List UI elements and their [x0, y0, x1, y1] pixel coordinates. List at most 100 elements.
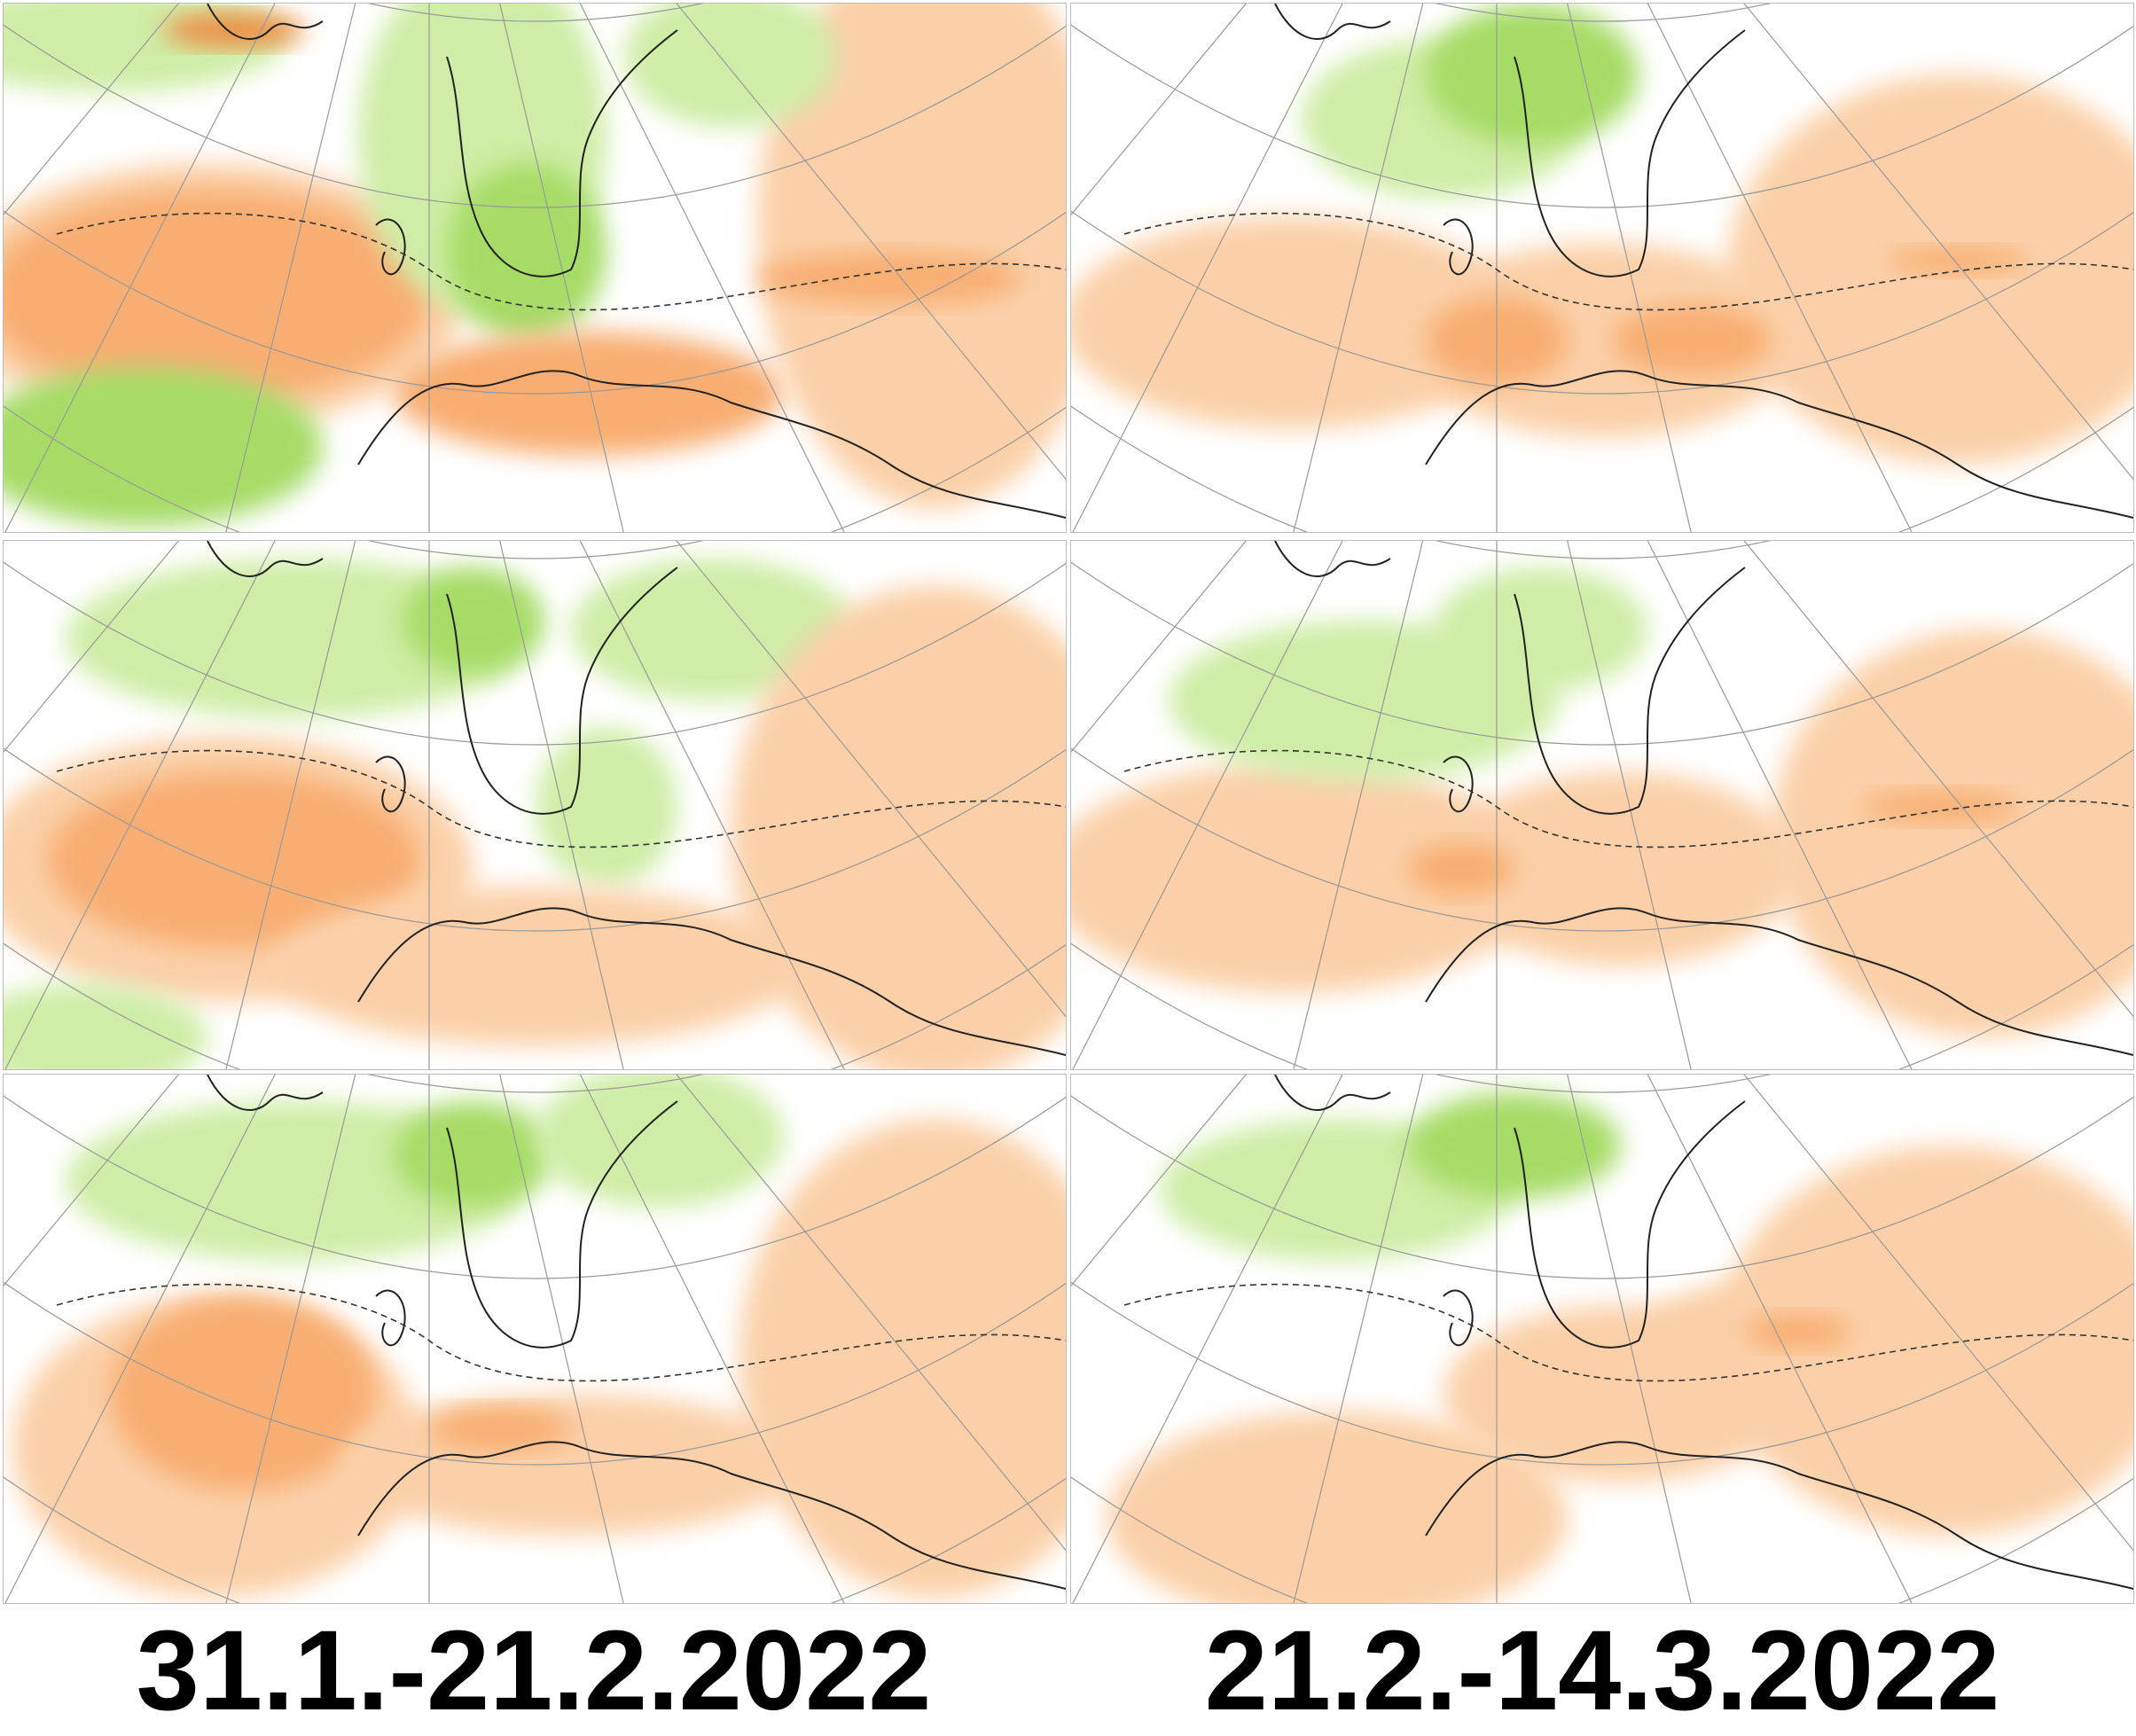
- meridian-line: [4, 541, 180, 753]
- meridian-line: [1567, 1075, 1692, 1603]
- anomaly-area: [394, 1101, 553, 1208]
- meridian-line: [4, 1075, 276, 1603]
- latitude-line: [1435, 541, 1772, 559]
- map-panel: [1070, 3, 2134, 533]
- contour: [1123, 749, 2133, 848]
- meridian-line: [579, 1075, 845, 1603]
- anomaly-area: [4, 190, 429, 403]
- meridian-line: [225, 541, 356, 1069]
- meridian-line: [1072, 1075, 1343, 1603]
- meridian-line: [676, 4, 1066, 481]
- latitude-line: [367, 541, 704, 559]
- coastline: [375, 1289, 406, 1347]
- coastline: [1425, 370, 2133, 519]
- meridian-line: [499, 541, 624, 1069]
- anomaly-area: [1071, 216, 1523, 429]
- latitude-line: [4, 24, 1066, 208]
- coastline: [1514, 567, 1746, 815]
- anomaly-area: [4, 367, 323, 527]
- meridian-line: [4, 1075, 180, 1286]
- anomaly-area: [403, 567, 544, 674]
- contour: [56, 749, 1066, 848]
- anomaly-area: [731, 585, 1066, 1069]
- latitude-line: [1071, 405, 2133, 532]
- latitude-line: [4, 1281, 1066, 1466]
- coastline: [1443, 1289, 1474, 1347]
- coastline: [375, 218, 406, 276]
- meridian-line: [1743, 541, 2133, 1018]
- anomaly-area: [757, 252, 1023, 305]
- anomaly-area: [48, 771, 420, 949]
- contour: [1123, 1283, 2133, 1382]
- latitude-line: [1435, 4, 1772, 22]
- coastline: [446, 567, 678, 815]
- meridian-line: [1567, 541, 1692, 1069]
- meridian-line: [1647, 541, 1913, 1069]
- latitude-line: [4, 1476, 1066, 1603]
- latitude-line: [1071, 1095, 2133, 1279]
- coastline: [357, 1441, 1066, 1590]
- coastline: [357, 370, 1066, 519]
- anomaly-area: [1408, 842, 1514, 895]
- latitude-line: [1071, 24, 2133, 208]
- latitude-line: [1071, 747, 2133, 932]
- anomaly-area: [739, 1119, 1066, 1598]
- latitude-line: [4, 1095, 1066, 1279]
- map-panel: [1070, 540, 2134, 1070]
- anomaly-area: [1426, 4, 1639, 145]
- latitude-line: [4, 942, 1066, 1069]
- meridian-line: [1072, 4, 1343, 532]
- anomaly-area: [163, 12, 305, 48]
- map-panel: [1070, 1074, 2134, 1604]
- coastline: [1425, 1441, 2133, 1590]
- latitude-line: [1071, 210, 2133, 395]
- latitude-line: [1071, 942, 2133, 1069]
- coastline: [1274, 1075, 1391, 1111]
- map: [4, 541, 1066, 1069]
- coastline: [446, 1100, 678, 1349]
- meridian-line: [1071, 1075, 1248, 1286]
- meridian-line: [1647, 1075, 1913, 1603]
- anomaly-area: [270, 887, 802, 1046]
- period-caption: 31.1.-21.2.2022: [136, 1607, 932, 1734]
- coastline: [1274, 541, 1391, 577]
- map-panel: [3, 3, 1067, 533]
- anomaly-area: [1745, 1314, 1851, 1349]
- anomaly-area: [429, 1407, 571, 1451]
- meridian-line: [676, 1075, 1066, 1552]
- contour: [56, 1283, 1066, 1382]
- anomaly-area: [1887, 247, 2029, 274]
- anomaly-area: [1107, 1411, 1568, 1603]
- anomaly-area: [110, 1296, 376, 1491]
- coastline: [1443, 218, 1474, 276]
- meridian-line: [579, 541, 845, 1069]
- meridian-line: [4, 541, 276, 1069]
- coastline: [1514, 1100, 1746, 1349]
- anomaly-area: [1860, 791, 2020, 823]
- anomaly-area: [1612, 305, 1772, 376]
- anomaly-area: [1408, 243, 1798, 438]
- map-panel: [3, 540, 1067, 1070]
- anomaly-area: [340, 1394, 802, 1536]
- coastline: [1443, 755, 1474, 813]
- latitude-line: [4, 561, 1066, 746]
- map: [4, 4, 1066, 532]
- anomaly-area: [4, 984, 207, 1069]
- map-panel: [3, 1074, 1067, 1604]
- contour: [56, 212, 1066, 311]
- meridian-line: [225, 4, 356, 532]
- latitude-line: [1435, 1075, 1772, 1093]
- coastline: [357, 907, 1066, 1056]
- latitude-line: [367, 1075, 704, 1093]
- coastline: [375, 755, 406, 813]
- meridian-line: [676, 541, 1066, 1018]
- latitude-line: [4, 210, 1066, 395]
- anomaly-area: [1408, 1092, 1621, 1199]
- meridian-line: [579, 4, 845, 532]
- coastline: [1274, 4, 1391, 40]
- meridian-line: [499, 4, 624, 532]
- map: [1071, 541, 2133, 1069]
- latitude-line: [367, 4, 704, 22]
- latitude-line: [1071, 1281, 2133, 1466]
